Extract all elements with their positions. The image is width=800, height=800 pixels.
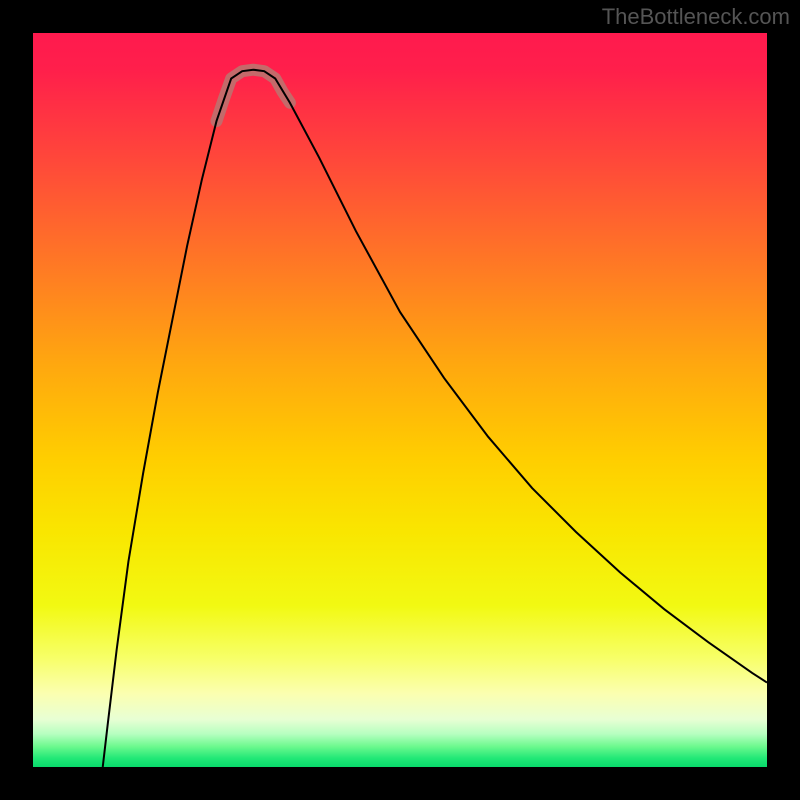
chart-background [33,33,767,767]
bottleneck-chart-svg [33,33,767,767]
watermark-text: TheBottleneck.com [602,4,790,30]
plot-area [33,33,767,767]
